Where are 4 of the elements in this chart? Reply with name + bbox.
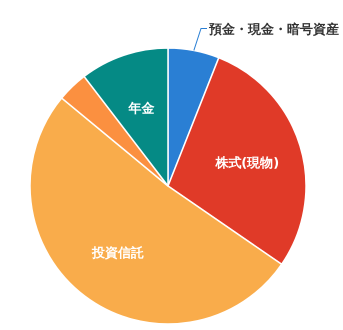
slice-label: 株式(現物) xyxy=(214,154,280,171)
slice-label: 投資信託 xyxy=(91,245,144,262)
slice-label: 年金 xyxy=(127,102,156,117)
slice-label: 預金・現金・暗号資産 xyxy=(208,21,339,38)
